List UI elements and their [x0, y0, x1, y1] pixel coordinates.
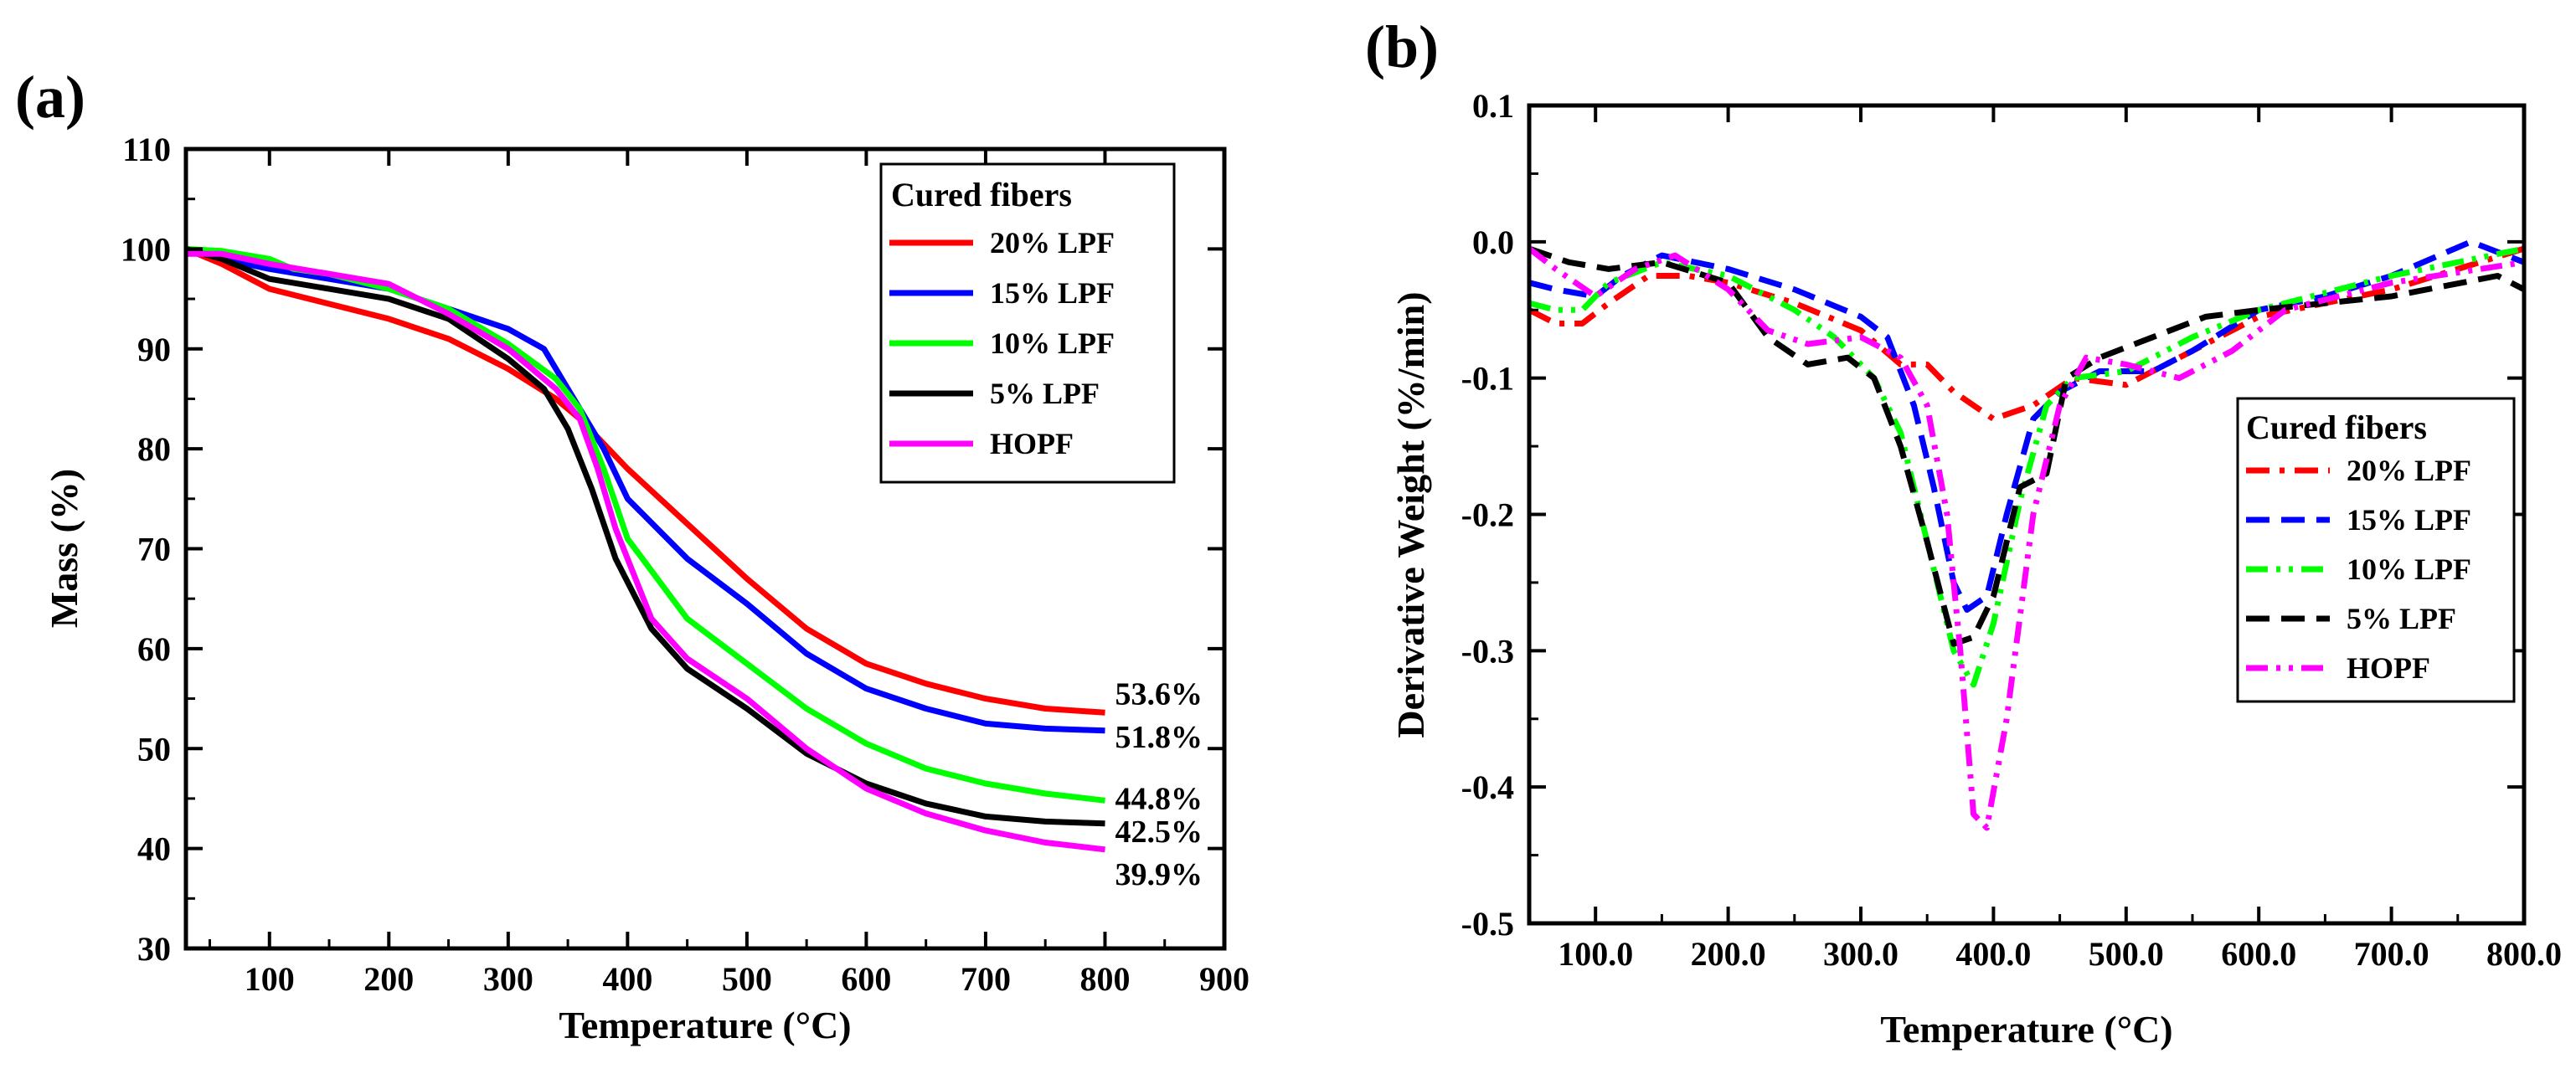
panel-b-dtg-chart: (b) 100.0 200.0 300.0 400.0 500.0 600.0 700.0 8… [1365, 13, 2562, 1051]
panel-a-x-axis-title: Temperature (°C) [559, 1004, 851, 1046]
panel-a-y-tick-label: 70 [137, 531, 171, 568]
panel-a-series-line-3 [185, 246, 1105, 827]
panel-b-y-tick-label: -0.4 [1461, 768, 1514, 806]
panel-b-x-axis-title: Temperature (°C) [1880, 1008, 2172, 1051]
panel-a-annotations: 53.6% 51.8% 44.8%42.5% 39.9% [1115, 676, 1203, 892]
panel-a-x-tick-label: 800 [1079, 960, 1130, 998]
panel-b-legend-items: 20% LPF 15% LPF 10% LPF 5% LPF HOPF [2246, 454, 2471, 685]
panel-a-end-value-label: 53.6% [1115, 676, 1203, 712]
panel-b-x-tick-label: 400.0 [1955, 935, 2031, 973]
panel-a-y-tick-label: 110 [122, 131, 171, 168]
panel-a-y-tick-label: 90 [137, 331, 171, 368]
panel-a-tga-chart: (a) 100 200 300 400 500 600 700 800 900 30 40 50 60 7… [15, 64, 1249, 1046]
panel-a-end-value-label: 39.9% [1115, 857, 1203, 892]
panel-b-legend-label-2: 10% LPF [2347, 552, 2471, 586]
panel-a-series-group [184, 245, 1105, 853]
panel-b-series-line-3 [1528, 245, 2526, 647]
panel-a-y-tick-label: 40 [137, 830, 171, 868]
panel-b-x-tick-label: 600.0 [2221, 935, 2296, 973]
panel-b-x-tick-label: 700.0 [2354, 935, 2429, 973]
panel-b-series-group [1527, 239, 2526, 831]
panel-a-legend-box [879, 162, 1176, 484]
panel-a-y-tick-label: 30 [137, 930, 171, 968]
panel-a-x-tick-label: 700 [961, 960, 1011, 998]
panel-a-y-tick-label: 100 [121, 230, 171, 268]
panel-a-end-value-label: 44.8% [1115, 781, 1203, 816]
panel-b-legend-label-3: 5% LPF [2347, 602, 2456, 635]
panel-a-series-line-4 [186, 250, 1105, 853]
panel-a-x-tick-label: 900 [1199, 960, 1249, 998]
panel-b-series-line-0 [1528, 245, 2526, 422]
panel-b-legend-label-0: 20% LPF [2347, 454, 2471, 487]
panel-a-end-value-label: 51.8% [1115, 720, 1203, 755]
panel-b-x-tick-label: 300.0 [1823, 935, 1899, 973]
panel-b-legend-title: Cured fibers [2246, 409, 2427, 446]
panel-a-legend-title: Cured fibers [891, 176, 1072, 213]
panel-a-legend-label-1: 15% LPF [990, 276, 1115, 310]
panel-b-x-tick-label: 100.0 [1558, 935, 1633, 973]
panel-b-y-tick-label: 0.0 [1472, 224, 1514, 261]
panel-b-legend-label-4: HOPF [2347, 651, 2430, 685]
panel-a-y-tick-label: 50 [137, 730, 171, 768]
panel-b-y-tick-label: -0.2 [1461, 496, 1514, 534]
panel-a-x-tick-label: 500 [722, 960, 772, 998]
panel-b-label: (b) [1365, 13, 1439, 80]
panel-a-legend-label-2: 10% LPF [990, 326, 1115, 360]
panel-b-y-tick-label: -0.1 [1461, 360, 1514, 398]
panel-b-ticks: 100.0 200.0 300.0 400.0 500.0 600.0 700.0 800.0… [1461, 87, 2562, 973]
panel-a-ticks: 100 200 300 400 500 600 700 800 900 30 40 50 60 70 80 9… [121, 131, 1249, 998]
panel-a-legend-items: 20% LPF 15% LPF 10% LPF 5% LPF HOPF [889, 226, 1115, 460]
panel-b-legend: Cured fibers 20% LPF 15% LPF 10% LPF 5% LPF… [2236, 397, 2516, 703]
panel-a-legend-label-0: 20% LPF [990, 226, 1115, 260]
panel-b-y-axis-title: Derivative Weight (%/min) [1389, 291, 1432, 737]
panel-a-legend: Cured fibers 20% LPF 15% LPF 10% LPF 5% LPF… [879, 162, 1176, 484]
panel-a-x-tick-label: 100 [245, 960, 295, 998]
panel-b-x-tick-label: 200.0 [1691, 935, 1766, 973]
panel-b-series-line-4 [1527, 246, 2525, 831]
panel-a-x-tick-label: 200 [363, 960, 414, 998]
panel-b-y-tick-label: -0.5 [1461, 905, 1514, 943]
panel-a-legend-label-3: 5% LPF [990, 377, 1100, 410]
panel-a-series-line-1 [185, 246, 1105, 734]
panel-b-x-tick-label: 500.0 [2089, 935, 2164, 973]
panel-b-y-tick-label: -0.3 [1461, 632, 1514, 670]
panel-a-y-tick-label: 80 [137, 430, 171, 468]
panel-a-y-axis-title: Mass (%) [43, 469, 85, 628]
panel-a-y-tick-label: 60 [137, 630, 171, 668]
panel-a-x-tick-label: 400 [602, 960, 652, 998]
panel-b-y-tick-label: 0.1 [1472, 87, 1514, 125]
panel-b-legend-label-1: 15% LPF [2347, 503, 2471, 537]
panel-b-legend-box [2236, 397, 2516, 703]
panel-a-end-value-label: 42.5% [1115, 814, 1203, 850]
panel-a-x-tick-label: 300 [483, 960, 533, 998]
panel-b-x-tick-label: 800.0 [2486, 935, 2562, 973]
panel-a-x-tick-label: 600 [841, 960, 891, 998]
panel-a-legend-label-4: HOPF [990, 427, 1074, 460]
panel-a-label: (a) [15, 64, 85, 131]
